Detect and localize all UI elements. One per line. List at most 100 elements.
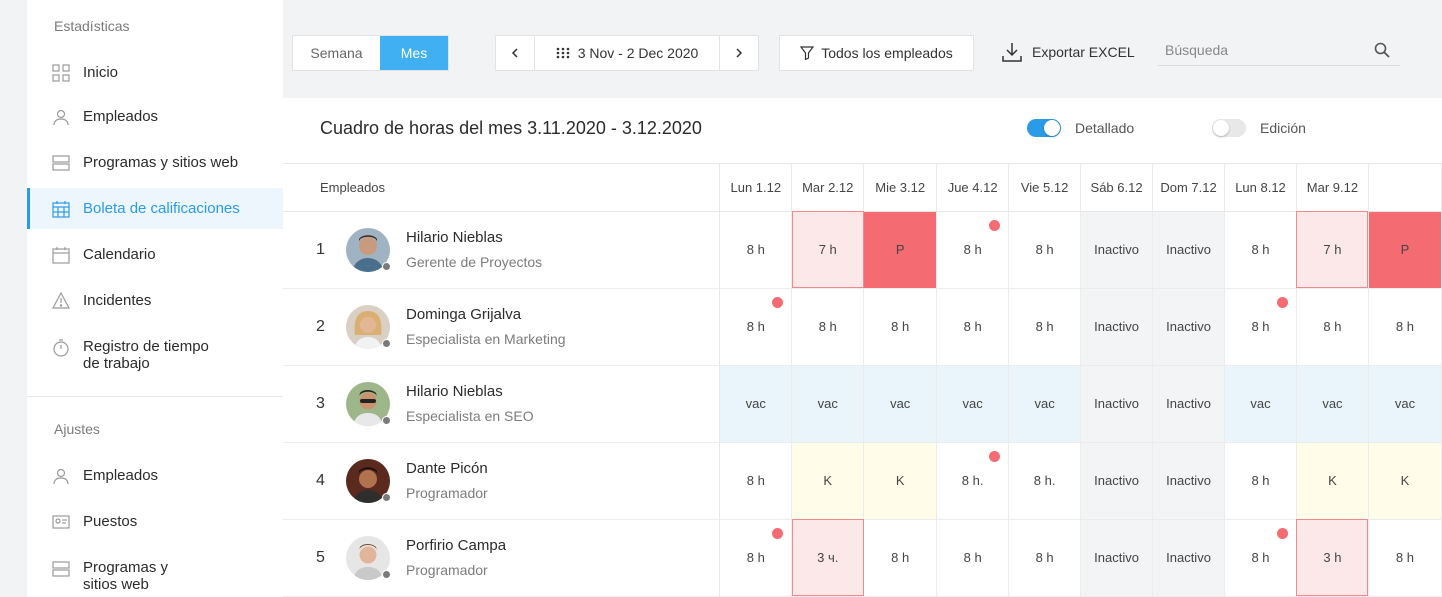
employee-cell[interactable]: 4 Dante Picón Programador bbox=[283, 442, 721, 520]
settings-item-empleados[interactable]: Empleados bbox=[27, 455, 283, 496]
date-range-button[interactable]: 3 Nov - 2 Dec 2020 bbox=[534, 36, 720, 70]
sidebar-item-label: Incidentes bbox=[83, 292, 152, 309]
employee-cell[interactable]: 2 Dominga Grijalva Especialista en Marke… bbox=[283, 288, 721, 366]
employee-name: Dante Picón bbox=[406, 460, 488, 477]
employee-cell[interactable]: 1 Hilario Nieblas Gerente de Proyectos bbox=[283, 211, 721, 289]
hours-cell[interactable]: 8 h bbox=[1008, 519, 1082, 597]
table-row: 4 Dante Picón Programador 8 h K K 8 h. bbox=[283, 442, 1442, 520]
row-number: 5 bbox=[316, 548, 325, 566]
month-button[interactable]: Mes bbox=[380, 36, 448, 70]
sidebar-item-programas[interactable]: Programas y sitios web bbox=[27, 142, 283, 183]
table-row: 1 Hilario Nieblas Gerente de Proyectos 8… bbox=[283, 211, 1442, 289]
hours-cell[interactable]: P bbox=[1368, 211, 1442, 289]
hours-cell[interactable]: 8 h bbox=[1008, 288, 1082, 366]
row-number: 4 bbox=[316, 471, 325, 489]
calendar-icon bbox=[51, 245, 71, 265]
sidebar-item-inicio[interactable]: Inicio bbox=[27, 52, 283, 93]
sidebar-item-registro[interactable]: Registro de tiempo de trabajo bbox=[27, 336, 283, 380]
sidebar-item-incidentes[interactable]: Incidentes bbox=[27, 280, 283, 321]
hours-cell[interactable]: 8 h bbox=[936, 288, 1010, 366]
vacation-cell[interactable]: vac bbox=[1296, 365, 1369, 443]
hours-cell[interactable]: 3 ч. bbox=[791, 519, 865, 597]
prev-button[interactable] bbox=[496, 36, 534, 70]
edit-switch[interactable] bbox=[1212, 119, 1246, 137]
detailed-toggle[interactable]: Detallado bbox=[1027, 119, 1134, 137]
hours-cell[interactable]: 8 h bbox=[863, 288, 938, 366]
sidebar-item-label: Puestos bbox=[83, 513, 138, 530]
sidebar-item-empleados[interactable]: Empleados bbox=[27, 96, 283, 137]
calendar-grid-icon bbox=[51, 199, 71, 219]
hours-cell[interactable]: 8 h bbox=[1224, 442, 1297, 520]
header-divider bbox=[283, 163, 1442, 164]
k-cell[interactable]: K bbox=[1296, 442, 1369, 520]
edit-toggle[interactable]: Edición bbox=[1212, 119, 1306, 137]
sidebar-item-label-line2: sitios web bbox=[83, 576, 149, 593]
hours-cell[interactable]: 8 h bbox=[719, 288, 793, 366]
hours-cell[interactable]: 8 h bbox=[1224, 288, 1297, 366]
vacation-cell[interactable]: vac bbox=[791, 365, 865, 443]
vacation-cell[interactable]: vac bbox=[1008, 365, 1082, 443]
hours-cell[interactable]: 8 h bbox=[936, 211, 1010, 289]
settings-item-puestos[interactable]: Puestos bbox=[27, 501, 283, 542]
hours-cell[interactable]: 8 h bbox=[719, 442, 793, 520]
hours-cell[interactable]: 8 h bbox=[719, 519, 793, 597]
hours-cell[interactable]: 8 h bbox=[863, 519, 938, 597]
detailed-switch[interactable] bbox=[1027, 119, 1061, 137]
hours-cell[interactable]: 8 h bbox=[1008, 211, 1082, 289]
search-input[interactable] bbox=[1158, 41, 1358, 58]
employee-role: Especialista en SEO bbox=[406, 408, 534, 424]
hours-cell[interactable]: 3 h bbox=[1296, 519, 1369, 597]
employee-cell[interactable]: 3 Hilario Nieblas Especialista en SEO bbox=[283, 365, 721, 443]
hours-cell[interactable]: 7 h bbox=[1296, 211, 1369, 289]
hours-cell[interactable]: 8 h bbox=[719, 211, 793, 289]
employee-role: Especialista en Marketing bbox=[406, 331, 566, 347]
row-number: 1 bbox=[316, 240, 325, 258]
sidebar-item-boleta[interactable]: Boleta de calificaciones bbox=[27, 188, 283, 229]
alert-dot bbox=[772, 296, 784, 308]
sidebar-item-label-line1: Registro de tiempo bbox=[83, 338, 209, 355]
employee-filter-button[interactable]: Todos los empleados bbox=[779, 35, 974, 71]
hours-cell[interactable]: 7 h bbox=[791, 211, 865, 289]
vacation-cell[interactable]: vac bbox=[863, 365, 938, 443]
hours-cell[interactable]: 8 h bbox=[1224, 519, 1297, 597]
day-header bbox=[1368, 164, 1442, 212]
hours-cell[interactable]: 8 h bbox=[791, 288, 865, 366]
grid-icon bbox=[51, 63, 71, 83]
server-icon bbox=[51, 559, 71, 579]
hours-cell[interactable]: 8 h bbox=[1224, 211, 1297, 289]
vacation-cell[interactable]: vac bbox=[936, 365, 1010, 443]
vacation-cell[interactable]: vac bbox=[719, 365, 793, 443]
settings-item-programas[interactable]: Programas y sitios web bbox=[27, 557, 283, 597]
k-cell[interactable]: K bbox=[863, 442, 938, 520]
settings-section-title: Ajustes bbox=[54, 421, 100, 437]
avatar bbox=[346, 381, 391, 426]
alert-dot bbox=[1276, 527, 1288, 539]
page-title: Cuadro de horas del mes 3.11.2020 - 3.12… bbox=[320, 118, 702, 138]
vacation-cell[interactable]: vac bbox=[1224, 365, 1297, 443]
hours-cell[interactable]: 8 h bbox=[1296, 288, 1369, 366]
week-button[interactable]: Semana bbox=[310, 45, 363, 61]
next-button[interactable] bbox=[720, 36, 758, 70]
hours-cell[interactable]: 8 h. bbox=[936, 442, 1010, 520]
search-icon[interactable] bbox=[1374, 42, 1390, 58]
user-icon bbox=[51, 107, 71, 127]
chevron-right-icon bbox=[736, 48, 743, 58]
vacation-cell[interactable]: vac bbox=[1368, 365, 1442, 443]
sidebar-item-calendario[interactable]: Calendario bbox=[27, 234, 283, 275]
hours-cell[interactable]: 8 h. bbox=[1008, 442, 1082, 520]
sidebar-item-label: Empleados bbox=[83, 467, 159, 484]
stats-section-title: Estadísticas bbox=[54, 18, 130, 34]
hours-cell[interactable]: 8 h bbox=[936, 519, 1010, 597]
export-excel-button[interactable]: Exportar EXCEL bbox=[1001, 40, 1135, 64]
k-cell[interactable]: K bbox=[791, 442, 865, 520]
hours-cell[interactable]: 8 h bbox=[1368, 519, 1442, 597]
day-header: Lun 8.12 bbox=[1224, 164, 1297, 212]
download-icon bbox=[1002, 43, 1022, 62]
inactive-cell: Inactivo bbox=[1152, 288, 1226, 366]
sidebar-item-label: Boleta de calificaciones bbox=[83, 200, 240, 217]
day-header: Mar 2.12 bbox=[791, 164, 865, 212]
employee-cell[interactable]: 5 Porfirio Campa Programador bbox=[283, 519, 721, 597]
k-cell[interactable]: K bbox=[1368, 442, 1442, 520]
hours-cell[interactable]: 8 h bbox=[1368, 288, 1442, 366]
hours-cell[interactable]: P bbox=[863, 211, 938, 289]
